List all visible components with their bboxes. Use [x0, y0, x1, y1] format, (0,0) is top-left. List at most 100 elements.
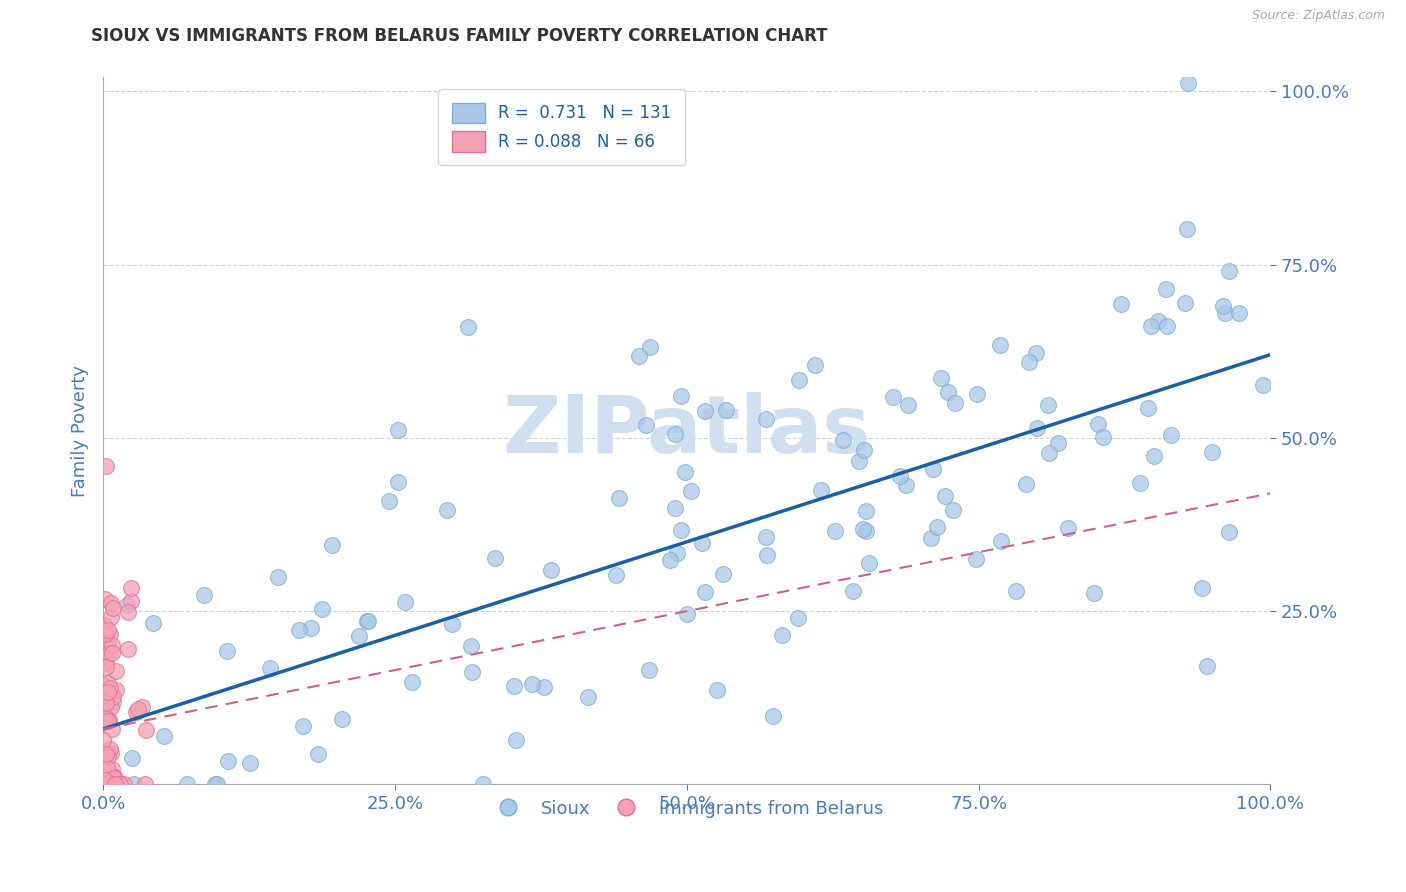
Point — [472, 777, 495, 791]
Point — [97, 685, 120, 699]
Point — [943, 396, 966, 410]
Point — [94, 713, 117, 727]
Point — [460, 639, 482, 653]
Point — [1038, 445, 1060, 459]
Point — [628, 349, 651, 363]
Point — [204, 777, 226, 791]
Point — [1175, 222, 1198, 236]
Point — [98, 777, 121, 791]
Text: ZIPatlas: ZIPatlas — [502, 392, 870, 470]
Point — [1201, 444, 1223, 458]
Point — [770, 627, 793, 641]
Point — [690, 536, 713, 550]
Point — [803, 358, 825, 372]
Point — [94, 777, 117, 791]
Point — [889, 469, 911, 483]
Point — [103, 771, 125, 785]
Point — [117, 606, 139, 620]
Point — [1160, 427, 1182, 442]
Point — [101, 601, 124, 615]
Point — [882, 390, 904, 404]
Point — [787, 611, 810, 625]
Point — [311, 602, 333, 616]
Point — [120, 594, 142, 608]
Point — [605, 567, 627, 582]
Point — [897, 398, 920, 412]
Point — [920, 531, 942, 545]
Point — [93, 618, 115, 632]
Point — [664, 427, 686, 442]
Point — [1083, 586, 1105, 600]
Point — [387, 475, 409, 490]
Point — [666, 546, 689, 560]
Point — [96, 656, 118, 670]
Text: Source: ZipAtlas.com: Source: ZipAtlas.com — [1251, 9, 1385, 22]
Point — [394, 595, 416, 609]
Point — [401, 674, 423, 689]
Point — [852, 522, 875, 536]
Point — [1140, 319, 1163, 334]
Point — [347, 629, 370, 643]
Point — [1213, 306, 1236, 320]
Point — [966, 387, 988, 401]
Point — [929, 371, 952, 385]
Point — [440, 617, 463, 632]
Point — [97, 675, 120, 690]
Point — [858, 556, 880, 570]
Point — [100, 722, 122, 736]
Point — [112, 777, 135, 791]
Point — [108, 777, 131, 791]
Point — [853, 442, 876, 457]
Point — [1025, 346, 1047, 360]
Point — [1004, 584, 1026, 599]
Point — [94, 626, 117, 640]
Point — [436, 503, 458, 517]
Point — [100, 746, 122, 760]
Point — [98, 777, 121, 791]
Point — [378, 493, 401, 508]
Point — [100, 700, 122, 714]
Point — [93, 733, 115, 747]
Point — [152, 729, 174, 743]
Point — [288, 623, 311, 637]
Point — [105, 777, 128, 791]
Point — [676, 607, 699, 622]
Point — [134, 777, 156, 791]
Point — [1218, 525, 1240, 540]
Point — [108, 777, 131, 791]
Point — [824, 524, 846, 538]
Point — [787, 373, 810, 387]
Point — [1191, 581, 1213, 595]
Point — [115, 598, 138, 612]
Point — [101, 762, 124, 776]
Point — [330, 712, 353, 726]
Point — [1154, 282, 1177, 296]
Point — [356, 615, 378, 629]
Point — [832, 433, 855, 447]
Point — [98, 742, 121, 756]
Point — [461, 665, 484, 679]
Point — [93, 688, 115, 702]
Point — [101, 777, 124, 791]
Point — [669, 524, 692, 538]
Point — [634, 418, 657, 433]
Point — [217, 754, 239, 768]
Point — [533, 680, 555, 694]
Point — [855, 504, 877, 518]
Point — [100, 638, 122, 652]
Point — [1109, 297, 1132, 311]
Point — [855, 524, 877, 538]
Point — [934, 489, 956, 503]
Point — [356, 614, 378, 628]
Point — [135, 723, 157, 737]
Point — [965, 552, 987, 566]
Point — [1087, 417, 1109, 432]
Point — [671, 389, 693, 403]
Point — [98, 681, 121, 696]
Point — [659, 553, 682, 567]
Point — [100, 596, 122, 610]
Point — [502, 679, 524, 693]
Point — [127, 702, 149, 716]
Point — [101, 695, 124, 709]
Point — [217, 644, 239, 658]
